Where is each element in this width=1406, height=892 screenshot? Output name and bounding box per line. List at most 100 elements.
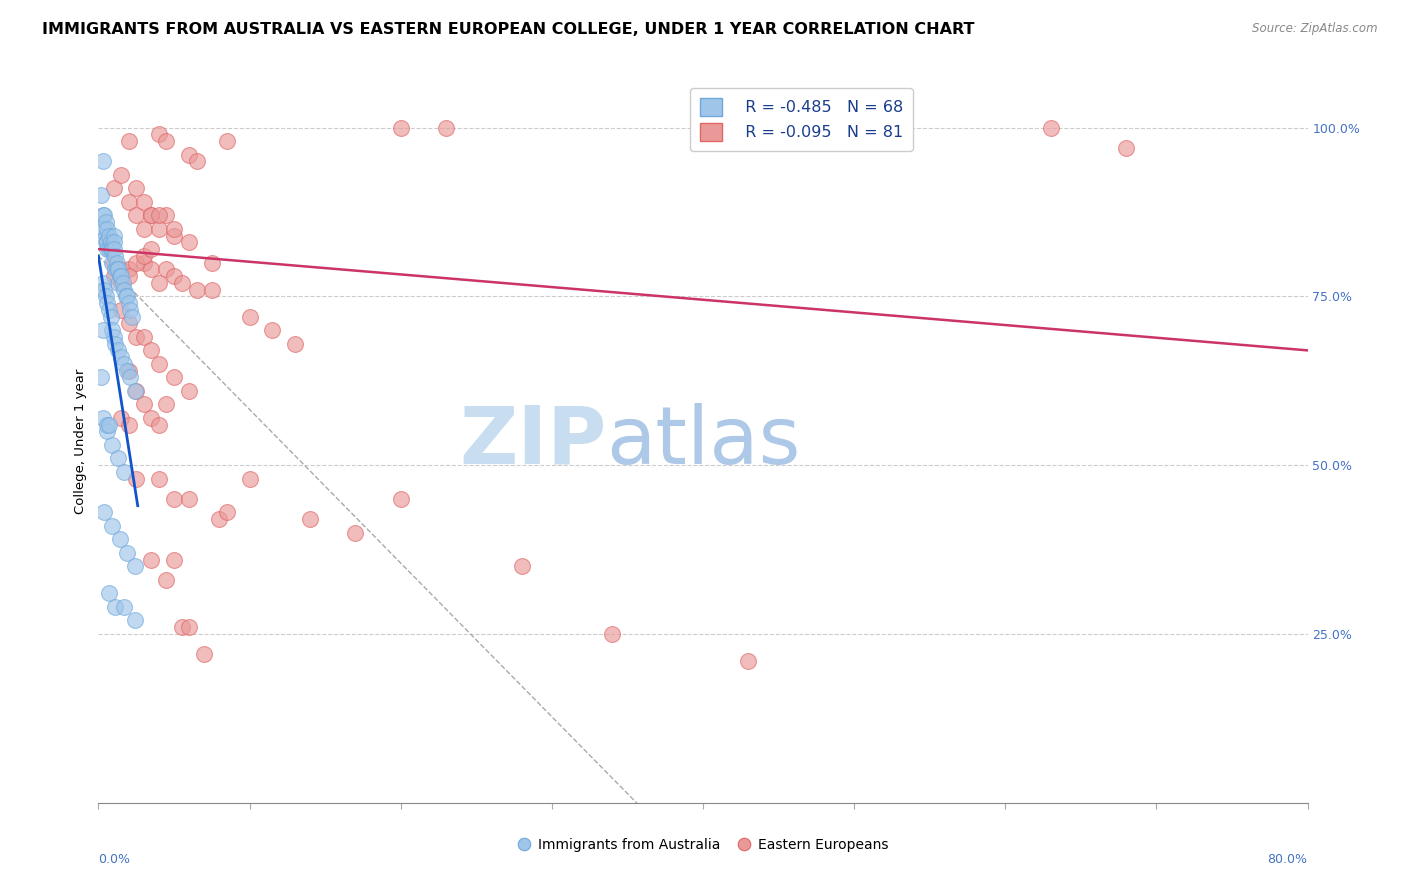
Point	[179, 620, 201, 634]
Point	[141, 343, 163, 358]
Point	[98, 302, 121, 317]
Point	[389, 491, 412, 506]
Point	[118, 262, 141, 277]
Point	[105, 255, 128, 269]
Point	[132, 255, 155, 269]
Point	[132, 194, 155, 209]
Point	[179, 491, 201, 506]
Point	[132, 249, 155, 263]
Point	[93, 505, 115, 519]
Point	[239, 472, 262, 486]
Point	[98, 586, 121, 600]
Point	[141, 208, 163, 222]
Point	[389, 120, 412, 135]
Point	[155, 134, 177, 148]
Point	[98, 228, 121, 243]
Y-axis label: College, Under 1 year: College, Under 1 year	[73, 369, 87, 514]
Point	[118, 417, 141, 432]
Point	[104, 262, 127, 277]
Point	[107, 276, 129, 290]
Point	[107, 262, 129, 277]
Point	[125, 384, 148, 398]
Legend: Immigrants from Australia, Eastern Europeans: Immigrants from Australia, Eastern Europ…	[512, 832, 894, 857]
Point	[163, 269, 186, 284]
Point	[96, 222, 118, 236]
Point	[148, 128, 170, 142]
Point	[201, 255, 224, 269]
Point	[148, 357, 170, 371]
Point	[344, 525, 367, 540]
Point	[163, 228, 186, 243]
Point	[170, 276, 193, 290]
Point	[155, 397, 177, 411]
Point	[96, 235, 118, 250]
Point	[163, 552, 186, 566]
Point	[118, 269, 141, 284]
Point	[103, 228, 125, 243]
Point	[101, 438, 124, 452]
Point	[91, 411, 114, 425]
Point	[737, 654, 759, 668]
Point	[110, 276, 132, 290]
Point	[104, 249, 127, 263]
Text: 80.0%: 80.0%	[1268, 854, 1308, 866]
Point	[121, 310, 143, 324]
Point	[91, 154, 114, 169]
Point	[96, 296, 118, 310]
Point	[215, 134, 238, 148]
Point	[132, 330, 155, 344]
Point	[155, 573, 177, 587]
Point	[112, 283, 135, 297]
Point	[170, 620, 193, 634]
Point	[148, 276, 170, 290]
Point	[118, 134, 141, 148]
Point	[110, 262, 132, 277]
Point	[110, 350, 132, 364]
Point	[155, 208, 177, 222]
Point	[148, 222, 170, 236]
Point	[141, 208, 163, 222]
Point	[179, 384, 201, 398]
Point	[96, 425, 118, 439]
Point	[124, 559, 146, 574]
Point	[105, 262, 128, 277]
Point	[104, 599, 127, 614]
Point	[141, 411, 163, 425]
Point	[125, 330, 148, 344]
Point	[101, 323, 124, 337]
Point	[103, 181, 125, 195]
Point	[239, 310, 262, 324]
Point	[179, 147, 201, 161]
Point	[510, 559, 533, 574]
Point	[107, 343, 129, 358]
Point	[1039, 120, 1062, 135]
Point	[115, 546, 138, 560]
Point	[96, 242, 118, 256]
Point	[101, 519, 124, 533]
Point	[132, 397, 155, 411]
Point	[284, 336, 307, 351]
Point	[96, 417, 118, 432]
Point	[103, 269, 125, 284]
Point	[94, 289, 117, 303]
Point	[1115, 141, 1137, 155]
Point	[103, 235, 125, 250]
Point	[108, 269, 131, 284]
Text: 0.0%: 0.0%	[98, 854, 131, 866]
Point	[193, 647, 215, 661]
Point	[103, 255, 125, 269]
Point	[100, 235, 122, 250]
Point	[93, 283, 115, 297]
Point	[148, 417, 170, 432]
Point	[112, 465, 135, 479]
Point	[120, 302, 142, 317]
Text: atlas: atlas	[606, 402, 800, 481]
Point	[108, 533, 131, 547]
Point	[208, 512, 231, 526]
Point	[100, 242, 122, 256]
Point	[148, 472, 170, 486]
Point	[94, 215, 117, 229]
Point	[124, 614, 146, 628]
Point	[118, 296, 141, 310]
Point	[201, 283, 224, 297]
